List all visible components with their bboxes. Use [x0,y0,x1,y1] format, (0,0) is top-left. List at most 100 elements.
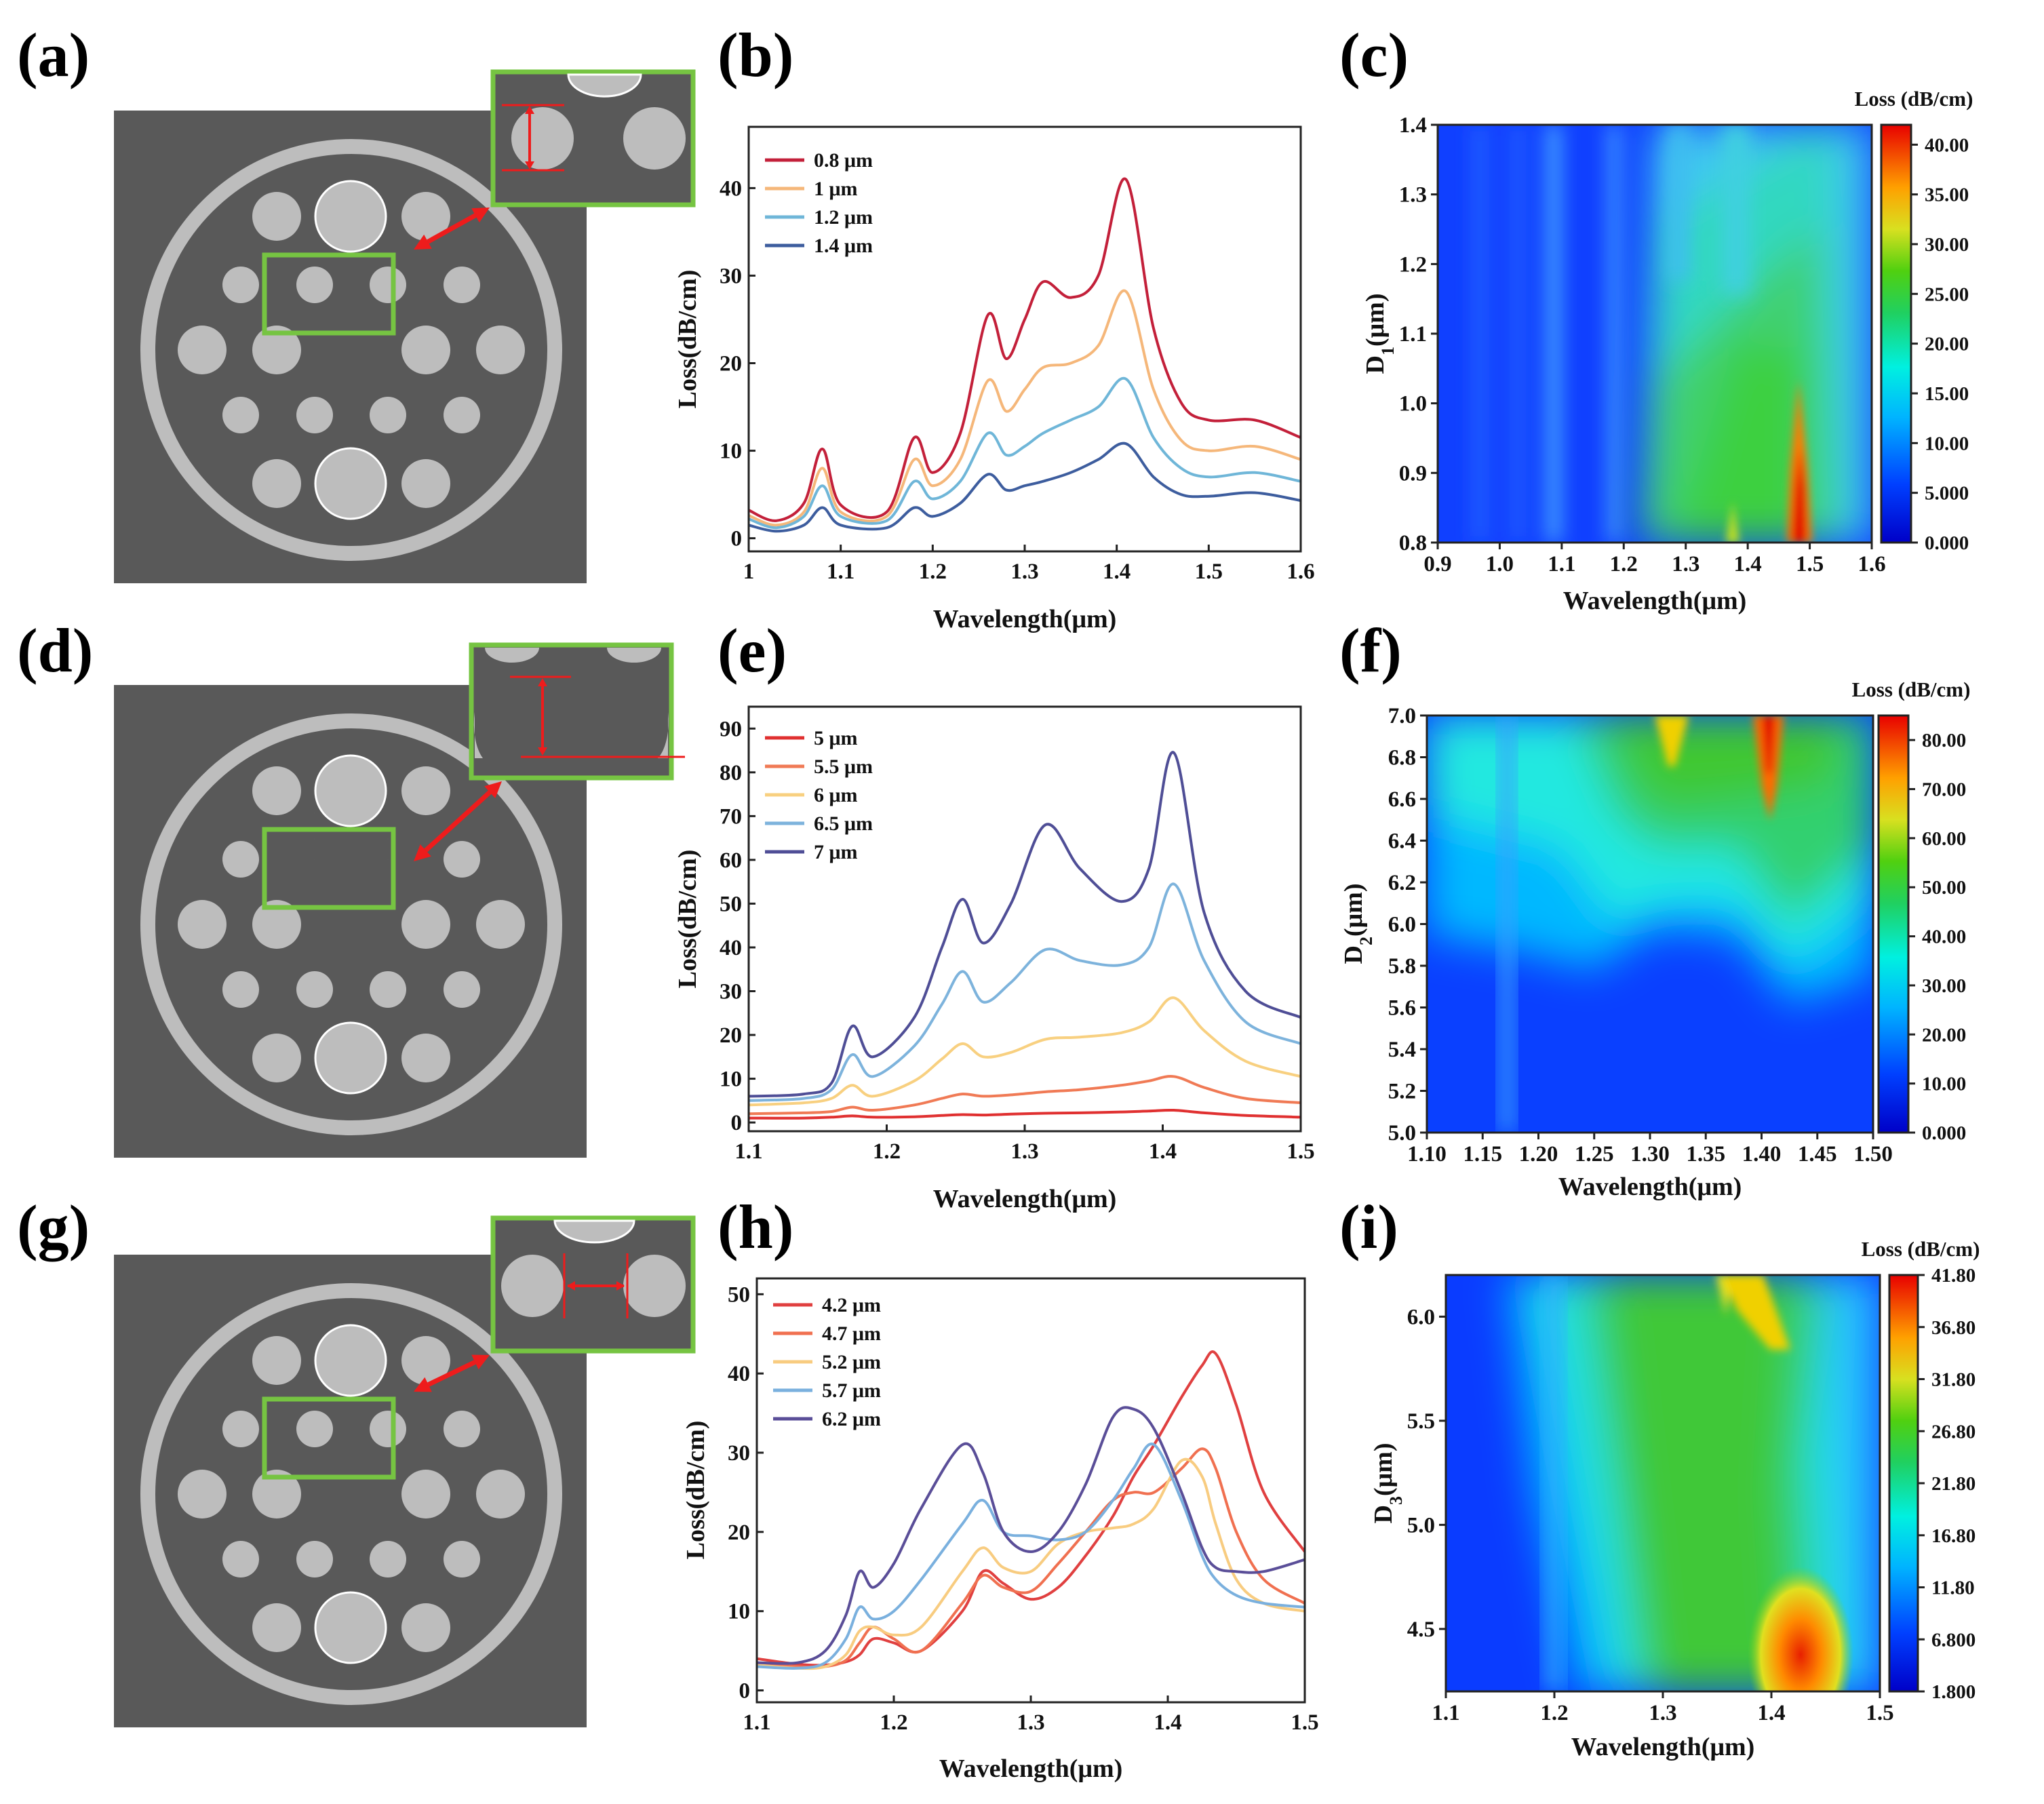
y-tick-label: 0 [731,1111,743,1135]
y-tick-label: 30 [720,979,742,1004]
x-tick-label: 1.40 [1742,1142,1782,1166]
colorbar-tick-label: 36.80 [1931,1317,1976,1339]
series-line-1 [757,1350,1305,1667]
large-tube [314,1591,387,1664]
small-tube [222,1411,259,1447]
small-tube [222,841,259,878]
zoom-inset-d [469,642,685,781]
x-tick-label: 1.2 [880,1710,907,1735]
y-tick-label: 1.2 [1399,252,1427,277]
cladding-tube [252,1336,301,1385]
colorbar-f: Loss (dB/cm) 0.000 10.00 20.00 30.00 40.00 50.… [1852,678,1971,1144]
panel-label-i: (i) [1339,1192,1398,1261]
y-tick-label: 40 [720,176,742,201]
x-tick-label: 1.4 [1757,1701,1785,1725]
heatmap-f-field [1427,715,1873,1133]
small-tube [222,267,259,303]
line-chart-h: 1.1 1.2 1.3 1.4 1.5 0 10 20 30 40 50 Wavelength(μm… [682,1277,1319,1783]
cladding-tube [401,459,450,508]
cladding-tube [178,326,227,374]
cladding-tube [252,1603,301,1652]
cladding-tube [401,192,450,241]
x-tick-label: 1.45 [1798,1142,1837,1166]
colorbar-tick-label: 10.00 [1925,433,1969,454]
panel-label-a: (a) [17,20,90,90]
x-tick-label: 1.25 [1575,1142,1614,1166]
zoom-inset-g [490,1215,696,1354]
colorbar-title: Loss (dB/cm) [1862,1237,1980,1261]
x-tick-label: 1.2 [873,1139,901,1164]
small-tube [296,397,333,433]
small-tube [444,841,480,878]
small-tube [370,1541,406,1577]
x-axis-label-h: Wavelength(μm) [939,1754,1123,1783]
x-tick-label: 1.5 [1796,552,1824,576]
legend-label: 6.5 μm [814,812,873,835]
x-tick-label: 1.1 [734,1139,762,1164]
y-tick-label: 0.9 [1399,461,1427,486]
colorbar-tick-label: 1.800 [1931,1681,1976,1703]
small-tube [296,971,333,1008]
cladding-tube [401,1336,450,1385]
legend-label: 0.8 μm [814,149,873,172]
x-axis-label-f: Wavelength(μm) [1558,1173,1742,1201]
colorbar-tick-label: 35.00 [1925,184,1969,206]
series-line-1 [749,1108,1301,1120]
small-tube [296,267,333,303]
colorbar-tick-label: 6.800 [1931,1629,1976,1651]
y-axis-label-e: Loss(dB/cm) [673,850,702,989]
series-line-4 [757,1443,1305,1670]
panel-label-d: (d) [17,616,93,685]
legend-label: 7 μm [814,841,858,863]
x-tick-label: 1.2 [919,560,947,584]
heatmap-c-field [1438,125,1872,543]
panel-label-c: (c) [1339,20,1409,90]
x-tick-label: 1.3 [1649,1701,1676,1725]
line-chart-e: 1.1 1.2 1.3 1.4 1.5 0 10 20 30 40 50 60 70 80 90 Wavel… [673,705,1315,1213]
y-tick-label: 7.0 [1388,704,1416,728]
x-axis-label-i: Wavelength(μm) [1571,1733,1755,1761]
cladding-tube [401,326,450,374]
y-tick-label: 5.5 [1407,1409,1435,1434]
large-tube [314,1324,387,1397]
y-tick-label: 20 [728,1521,750,1545]
cladding-tube [476,900,525,949]
x-tick-label: 1.2 [1540,1701,1568,1725]
y-tick-label: 6.4 [1388,829,1416,854]
y-tick-label: 10 [728,1600,750,1624]
panel-label-h: (h) [718,1192,793,1261]
legend-label: 5.2 μm [822,1351,881,1373]
small-tube [444,397,480,433]
colorbar-tick-label: 25.00 [1925,283,1969,305]
colorbar-title: Loss (dB/cm) [1852,678,1971,701]
y-axis-label-b: Loss(dB/cm) [673,270,702,409]
legend-label: 6 μm [814,784,858,806]
x-tick-label: 0.9 [1423,552,1451,576]
colorbar-gradient [1880,123,1912,544]
series-line-3 [749,376,1301,530]
legend-label: 5.5 μm [814,756,873,778]
colorbar-tick-label: 16.80 [1931,1525,1976,1547]
colorbar-tick-label: 40.00 [1925,134,1969,156]
colorbar-tick-label: 60.00 [1922,828,1966,850]
panel-label-f: (f) [1339,616,1402,685]
y-tick-label: 1.4 [1399,113,1427,138]
x-tick-label: 1.1 [1432,1701,1459,1725]
x-axis-label-c: Wavelength(μm) [1563,587,1747,615]
y-tick-label: 30 [728,1441,750,1466]
y-axis-label-i: D3(μm) [1369,1443,1406,1524]
y-tick-label: 0 [731,527,743,551]
small-tube [222,971,259,1008]
colorbar-tick-label: 5.000 [1925,483,1969,505]
small-tube [222,1541,259,1577]
large-tube [314,1021,387,1095]
x-tick-label: 1.3 [1672,552,1699,576]
heatmap-c: 0.9 1.0 1.1 1.2 1.3 1.4 1.5 1.60.80.91.01.11.21… [1361,87,1973,615]
colorbar-gradient [1877,714,1910,1134]
colorbar-tick-label: 30.00 [1925,234,1969,256]
legend-label: 1.4 μm [814,235,873,257]
line-chart-b: 1 1.1 1.2 1.3 1.4 1.5 1.6 0 10 20 30 40 Wavelength(… [673,125,1315,633]
cladding-tube [252,459,301,508]
y-tick-label: 70 [720,804,742,829]
y-tick-label: 6.2 [1388,871,1416,895]
